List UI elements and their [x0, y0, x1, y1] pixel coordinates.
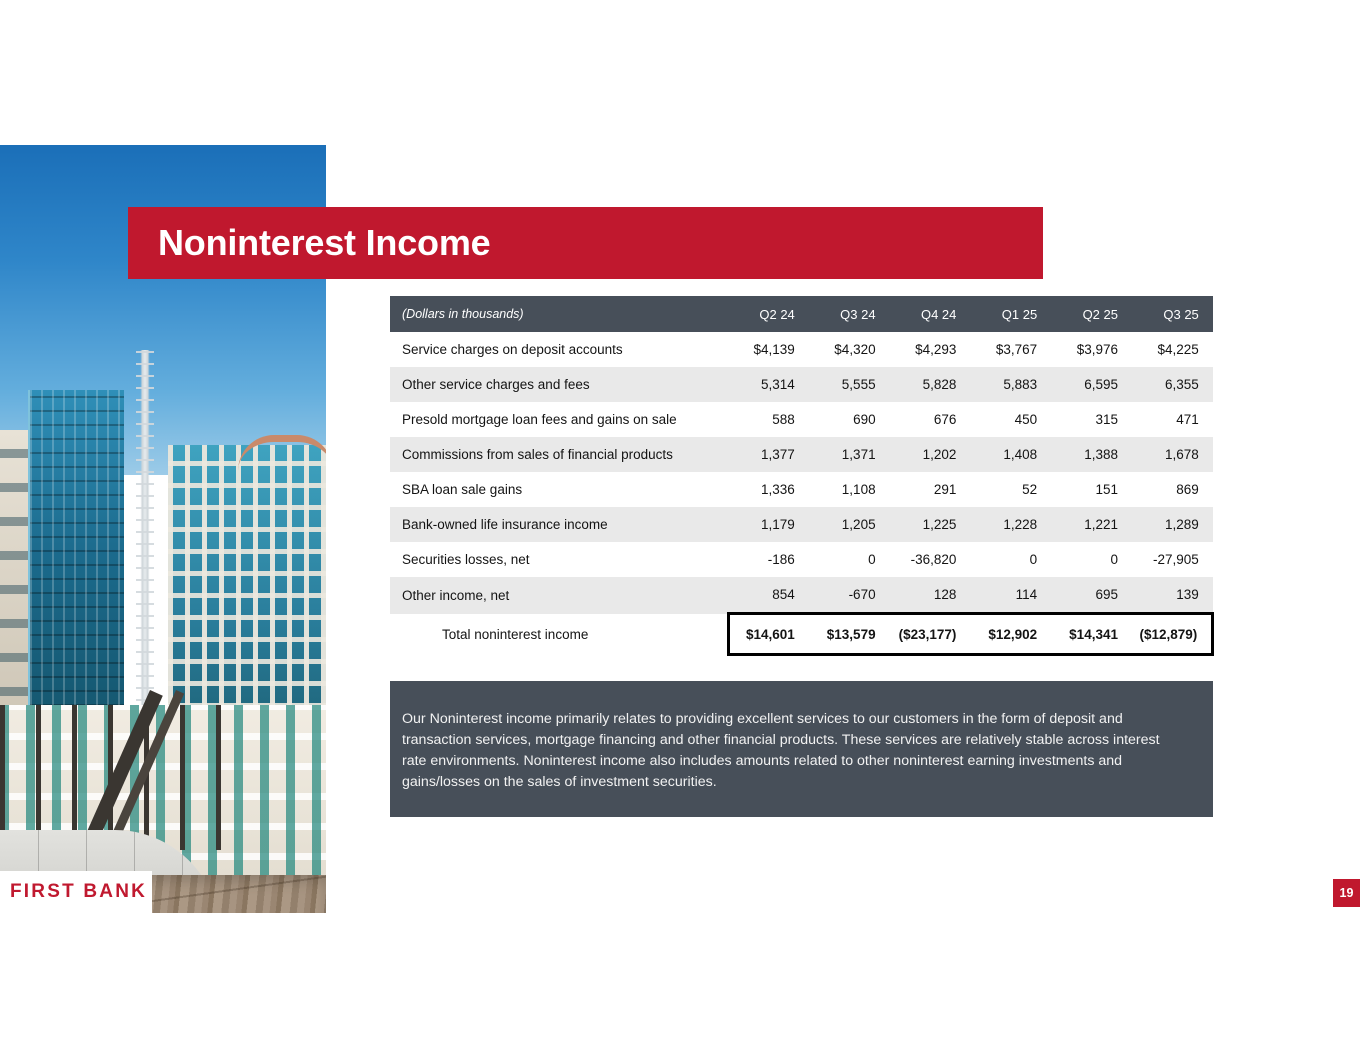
- row-0-value-5: $4,225: [1131, 332, 1213, 367]
- row-5-value-2: 1,225: [889, 507, 971, 542]
- row-2-value-4: 315: [1051, 402, 1132, 437]
- total-row-label: Total noninterest income: [390, 613, 728, 655]
- row-7-value-1: -670: [808, 577, 890, 614]
- row-4-value-4: 151: [1051, 472, 1132, 507]
- row-1-value-1: 5,555: [808, 367, 890, 402]
- row-4-value-0: 1,336: [728, 472, 809, 507]
- header-row: (Dollars in thousands) Q2 24 Q3 24 Q4 24…: [390, 296, 1213, 332]
- row-7-value-5: 139: [1131, 577, 1213, 614]
- row-label: Bank-owned life insurance income: [390, 507, 728, 542]
- row-2-value-5: 471: [1131, 402, 1213, 437]
- title-banner: Noninterest Income: [128, 207, 1043, 279]
- row-label: Presold mortgage loan fees and gains on …: [390, 402, 728, 437]
- row-1-value-3: 5,883: [970, 367, 1052, 402]
- total-value-5: ($12,879): [1131, 612, 1215, 656]
- row-1-value-4: 6,595: [1051, 367, 1132, 402]
- commentary-box: Our Noninterest income primarily relates…: [390, 681, 1213, 817]
- row-2-value-2: 676: [889, 402, 971, 437]
- logo-text: FIRST BANK: [10, 881, 148, 902]
- construction-crane: [122, 350, 168, 725]
- row-6-value-4: 0: [1051, 542, 1132, 577]
- table-row: Other income, net 854 -670 128 114 695 1…: [390, 577, 1213, 614]
- row-6-value-1: 0: [808, 542, 890, 577]
- total-value-2: ($23,177): [889, 612, 971, 656]
- row-0-value-2: $4,293: [889, 332, 971, 367]
- row-4-value-3: 52: [970, 472, 1052, 507]
- total-value-0: $14,601: [726, 612, 809, 656]
- row-6-value-2: -36,820: [889, 542, 971, 577]
- row-1-value-2: 5,828: [889, 367, 971, 402]
- row-5-value-0: 1,179: [728, 507, 809, 542]
- table-row: Other service charges and fees 5,314 5,5…: [390, 367, 1213, 402]
- row-label: Securities losses, net: [390, 542, 728, 577]
- commentary-text: Our Noninterest income primarily relates…: [402, 711, 1160, 790]
- table-total-row: Total noninterest income $14,601 $13,579…: [390, 612, 1215, 656]
- row-label: SBA loan sale gains: [390, 472, 728, 507]
- table-row: Bank-owned life insurance income 1,179 1…: [390, 507, 1213, 542]
- row-7-value-0: 854: [728, 577, 809, 614]
- table-header: (Dollars in thousands) Q2 24 Q3 24 Q4 24…: [390, 296, 1213, 332]
- row-4-value-2: 291: [889, 472, 971, 507]
- table-row: Presold mortgage loan fees and gains on …: [390, 402, 1213, 437]
- row-1-value-0: 5,314: [728, 367, 809, 402]
- column-header-4: Q2 25: [1051, 296, 1132, 332]
- financial-table: (Dollars in thousands) Q2 24 Q3 24 Q4 24…: [390, 296, 1215, 656]
- column-header-5: Q3 25: [1131, 296, 1213, 332]
- table-row: Commissions from sales of financial prod…: [390, 437, 1213, 472]
- page-number-badge: 19: [1333, 879, 1360, 907]
- table-row: Securities losses, net -186 0 -36,820 0 …: [390, 542, 1213, 577]
- column-header-0: Q2 24: [728, 296, 809, 332]
- row-3-value-2: 1,202: [889, 437, 971, 472]
- units-label: (Dollars in thousands): [390, 296, 728, 332]
- row-0-value-4: $3,976: [1051, 332, 1132, 367]
- row-0-value-3: $3,767: [970, 332, 1052, 367]
- row-3-value-1: 1,371: [808, 437, 890, 472]
- row-2-value-1: 690: [808, 402, 890, 437]
- row-7-value-2: 128: [889, 577, 971, 614]
- total-value-1: $13,579: [808, 612, 890, 656]
- row-6-value-3: 0: [970, 542, 1052, 577]
- row-5-value-5: 1,289: [1131, 507, 1213, 542]
- total-value-4: $14,341: [1051, 612, 1132, 656]
- table-row: SBA loan sale gains 1,336 1,108 291 52 1…: [390, 472, 1213, 507]
- row-4-value-5: 869: [1131, 472, 1213, 507]
- row-label: Service charges on deposit accounts: [390, 332, 728, 367]
- row-4-value-1: 1,108: [808, 472, 890, 507]
- row-3-value-0: 1,377: [728, 437, 809, 472]
- column-header-3: Q1 25: [970, 296, 1052, 332]
- row-2-value-0: 588: [728, 402, 809, 437]
- row-1-value-5: 6,355: [1131, 367, 1213, 402]
- noninterest-income-table: (Dollars in thousands) Q2 24 Q3 24 Q4 24…: [390, 296, 1215, 656]
- row-7-value-4: 695: [1051, 577, 1132, 614]
- row-label: Other income, net: [390, 577, 728, 614]
- row-label: Other service charges and fees: [390, 367, 728, 402]
- row-5-value-1: 1,205: [808, 507, 890, 542]
- total-value-3: $12,902: [970, 612, 1052, 656]
- column-header-2: Q4 24: [889, 296, 971, 332]
- row-3-value-4: 1,388: [1051, 437, 1132, 472]
- column-header-1: Q3 24: [808, 296, 890, 332]
- row-3-value-3: 1,408: [970, 437, 1052, 472]
- table-body: Service charges on deposit accounts $4,1…: [390, 332, 1215, 656]
- blue-glass-tower: [28, 390, 124, 720]
- row-3-value-5: 1,678: [1131, 437, 1213, 472]
- first-bank-logo: FIRST BANK: [0, 871, 152, 913]
- row-6-value-5: -27,905: [1131, 542, 1213, 577]
- row-5-value-4: 1,221: [1051, 507, 1132, 542]
- table-row: Service charges on deposit accounts $4,1…: [390, 332, 1213, 367]
- teal-office-building: [168, 445, 326, 730]
- row-0-value-0: $4,139: [728, 332, 809, 367]
- row-7-value-3: 114: [970, 577, 1052, 614]
- row-6-value-0: -186: [728, 542, 809, 577]
- row-0-value-1: $4,320: [808, 332, 890, 367]
- row-label: Commissions from sales of financial prod…: [390, 437, 728, 472]
- row-5-value-3: 1,228: [970, 507, 1052, 542]
- page-title: Noninterest Income: [158, 222, 491, 263]
- curved-roof-detail: [238, 435, 326, 471]
- row-2-value-3: 450: [970, 402, 1052, 437]
